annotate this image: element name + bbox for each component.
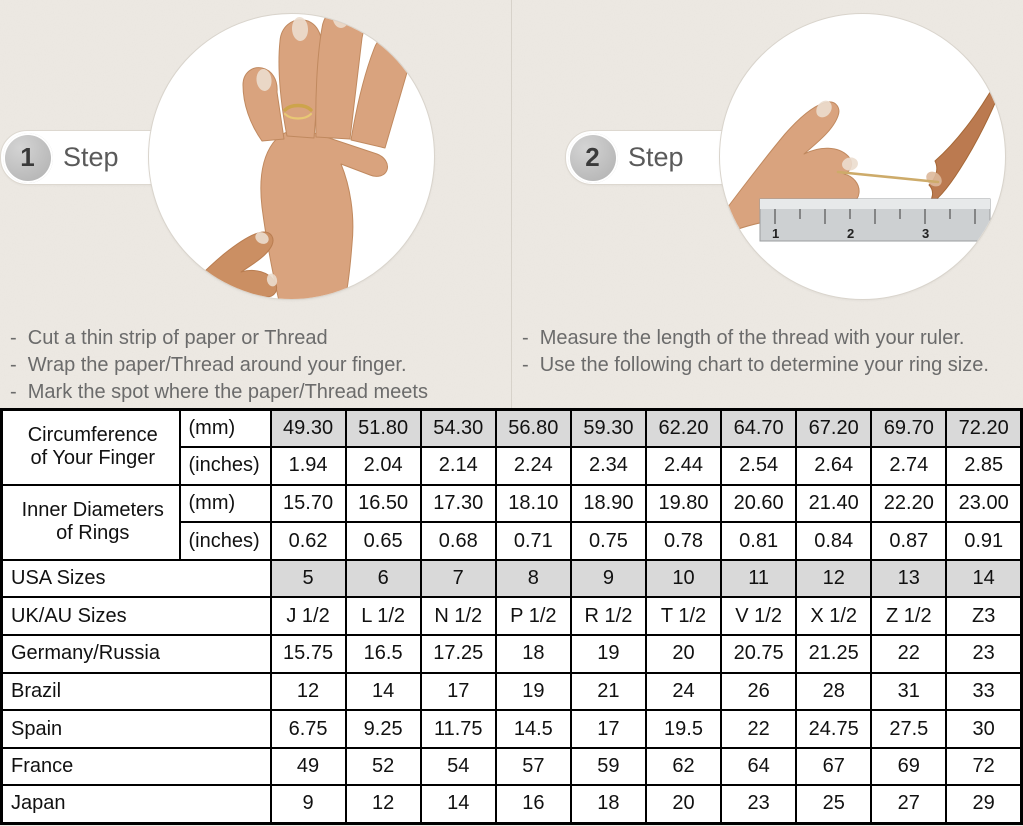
svg-text:2: 2 — [847, 226, 854, 241]
svg-text:3: 3 — [922, 226, 929, 241]
svg-text:1: 1 — [772, 226, 779, 241]
